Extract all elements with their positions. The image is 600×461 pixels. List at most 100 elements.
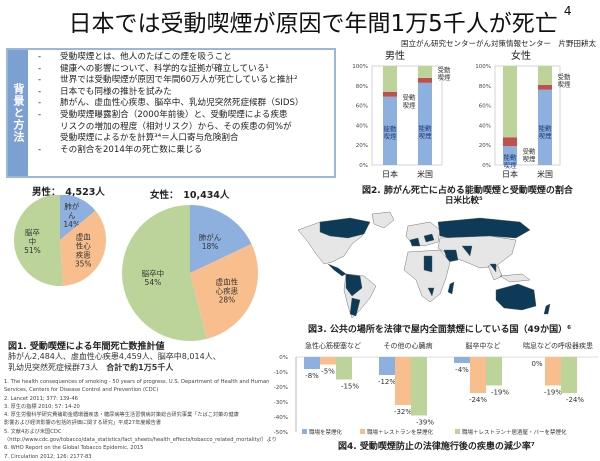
fig2-label-passive: 受動	[403, 93, 417, 102]
fig1-sids: 乳幼児突然死症候群73人	[8, 363, 99, 372]
fig2-label-active: 喫煙	[504, 160, 518, 169]
fig2-y-tick: 100%	[352, 64, 368, 70]
fig4-value-label: -15%	[341, 383, 359, 391]
reference-item: （http://www.cdc.gov/tobacco/data_statist…	[4, 437, 277, 444]
fig2-bar-受動喫煙	[503, 137, 517, 147]
references: 1. The health consequences of smoking - …	[4, 378, 277, 461]
author-line: 国立がん研究センターがん対策情報センター 片野田耕太	[401, 39, 596, 48]
map-australia	[495, 283, 537, 311]
fig4-bar	[304, 357, 320, 369]
pie-label: 虚血性	[216, 276, 239, 286]
fig2-x-label: 米国	[417, 169, 433, 179]
fig4-value-label: -19%	[544, 389, 562, 397]
pie-slice-1	[60, 210, 107, 286]
pie-label: 28%	[219, 295, 236, 304]
fig2-bar-その他	[538, 66, 552, 85]
map-africa	[403, 249, 451, 303]
fig4-value-label: -24%	[566, 396, 584, 404]
reference-item: Services, Centers for Disease Control an…	[4, 387, 159, 394]
pie-slice-2	[14, 195, 63, 286]
map-madagascar	[447, 281, 455, 295]
background-methods-box: 背景と方法 受動喫煙とは、他人のたばこの煙を吸うこと 健康への影響について、科学…	[6, 48, 336, 178]
fig2-x-label: 日本	[382, 169, 398, 179]
background-list: 受動喫煙とは、他人のたばこの煙を吸うこと 健康への影響について、科学的な証拠が確…	[34, 52, 304, 156]
fig4-bar	[545, 357, 561, 386]
fig2-bar-能動喫煙	[418, 82, 432, 165]
fig2-plot-frame	[494, 65, 561, 166]
pie-label: 心疾患	[216, 285, 239, 295]
title-reference: 4	[563, 4, 572, 18]
fig2-bar-受動喫煙	[418, 77, 432, 83]
reference-item: 5. 文献4および米国CDC	[4, 428, 62, 435]
pie-label: 肺が	[64, 201, 79, 211]
fig2-label-active: 能動	[504, 153, 518, 162]
pie-label: 35%	[75, 260, 92, 269]
fig2-bar-受動喫煙	[383, 91, 397, 97]
fig2-bar-その他	[503, 66, 517, 138]
fig2-panel-title: 男性	[385, 49, 405, 62]
fig4-y-tick: 0%	[279, 355, 288, 361]
pie-slice-1	[190, 244, 258, 339]
fig4-y-tick: -20%	[274, 385, 288, 391]
fig4-value-label: -32%	[394, 408, 412, 416]
fig2-label-passive: 受動	[523, 146, 537, 155]
fig4-value-label: -8%	[305, 372, 319, 380]
fig4-bar	[470, 357, 486, 393]
fig1-pie-charts: 肺がん14%虚血性心疾患35%脳卒中51%肺がん18%虚血性心疾患28%脳卒中5…	[14, 195, 258, 341]
fig2-y-tick: 40%	[356, 123, 368, 129]
reference-item: 影響および経済影響の包括的評価に関する研究」平成27年度報告書	[4, 420, 162, 427]
pie-label: 18%	[202, 242, 219, 251]
fig1-text-line1: 肺がん2,484人、虚血性心疾患4,459人、脳卒中8,014人、	[8, 352, 221, 361]
fig4-category-label: 急性心筋梗塞など	[305, 341, 361, 350]
fig4-legend-swatch	[360, 429, 365, 434]
fig4-y-tick: -50%	[274, 430, 288, 436]
map-europe-ban	[409, 233, 435, 247]
fig4-legend-label: 職場＋レストラン＋居酒屋・バーを禁煙化	[462, 428, 567, 436]
fig2-y-tick: 60%	[479, 104, 491, 110]
fig2-label-passive: 喫煙	[523, 154, 537, 163]
pie-label: 中	[29, 236, 37, 246]
fig2-panel-title: 女性	[511, 49, 531, 62]
map-russia	[437, 217, 531, 241]
fig4-bar	[411, 357, 427, 416]
pie-label: 性心	[76, 241, 91, 251]
fig4-bar	[395, 357, 411, 405]
map-south-america-ban	[345, 273, 363, 317]
fig4-value-label: -12%	[378, 378, 396, 386]
fig2-bar-その他	[418, 66, 432, 78]
fig2-label-active: 喫煙	[419, 131, 433, 140]
fig2-label-active: 能動	[419, 123, 433, 132]
pie-label: 54%	[145, 278, 162, 287]
fig2-y-tick: 0%	[359, 163, 368, 169]
map-greenland	[371, 211, 395, 229]
list-item: 受動喫煙曝露割合（2000年前後）と、受動喫煙による疾患	[34, 110, 304, 122]
map-central-america	[327, 263, 347, 277]
reference-item: 6. WHO Report on the Global Tobacco Epid…	[4, 445, 144, 452]
map-thailand-ban	[489, 263, 497, 273]
pie-label: ん	[68, 211, 76, 220]
male-pie-title: 男性： 4,523人	[32, 187, 105, 198]
fig2-bar-その他	[383, 66, 397, 92]
fig2-label-passive: 喫煙	[438, 73, 452, 82]
list-item: その割合を2014年の死亡数に乗じる	[34, 145, 304, 157]
pie-label: 虚血	[76, 232, 91, 242]
fig2-bar-能動喫煙	[383, 96, 397, 165]
fig2-plot-frame	[371, 65, 443, 166]
pie-slice-0	[190, 205, 252, 273]
fig2-label-passive: 受動	[558, 72, 572, 81]
fig4-legend-label: 職場＋レストランを禁煙化	[367, 428, 434, 436]
fig4-value-label: 0%	[531, 360, 542, 368]
map-canada	[319, 217, 371, 239]
title-text: 日本では受動喫煙が原因で年間1万5千人が死亡	[68, 11, 558, 37]
reference-item: 4. 厚生労働科学研究費補助金循環器疾患・糖尿病等生活習慣病対策総合研究事業「た…	[4, 412, 239, 419]
pie-slice-0	[60, 195, 96, 240]
fig4-bar	[336, 357, 352, 380]
fig1-total: 合計で約1万5千人	[106, 363, 174, 372]
fig2-stacked-bar-chart: 男性0%20%40%60%80%100%日本能動喫煙受動喫煙米国能動喫煙受動喫煙…	[352, 49, 572, 179]
list-item: 受動喫煙とは、他人のたばこの煙を吸うこと	[34, 52, 304, 64]
fig2-y-tick: 80%	[356, 84, 368, 90]
pie-label: 51%	[24, 246, 41, 255]
pie-label: 脳卒	[25, 227, 40, 237]
fig4-y-tick: -40%	[274, 415, 288, 421]
fig2-y-tick: 0%	[482, 163, 491, 169]
